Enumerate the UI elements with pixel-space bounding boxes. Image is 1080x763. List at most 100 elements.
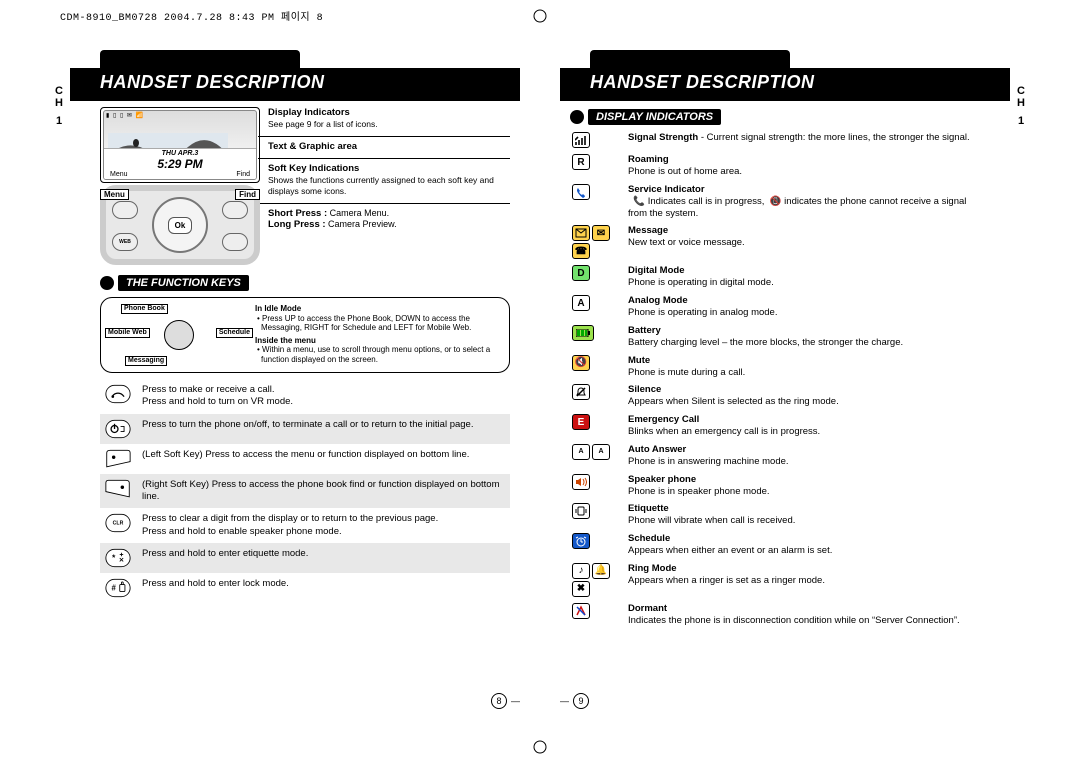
keypad: Menu Find WEB Ok	[100, 185, 260, 265]
tag-mobileweb: Mobile Web	[105, 328, 150, 338]
indicator-row: ♪🔔✖ Ring ModeAppears when a ringer is set…	[570, 560, 980, 600]
indicator-row: 🔇 MutePhone is mute during a call.	[570, 352, 980, 382]
indicator-desc: Service Indicator 📞 Indicates call is in…	[628, 184, 978, 220]
title-block-right: HANDSET DESCRIPTION	[560, 50, 1010, 101]
callout-camera-long-t: Camera Preview.	[326, 219, 397, 229]
indicator-desc: Digital ModePhone is operating in digita…	[628, 265, 978, 289]
camera-key[interactable]	[222, 233, 248, 251]
fn-row: CLR Press to clear a digit from the displ…	[100, 508, 510, 543]
callout-display-h: Display Indicators	[268, 107, 510, 119]
indicator-icon: R	[572, 154, 620, 170]
bullet-icon	[100, 276, 114, 290]
chapter-num: 1	[50, 115, 68, 127]
fn-key-icon: *	[104, 548, 132, 568]
page-number-left: —8—	[491, 693, 520, 709]
indicator-icon	[572, 384, 620, 400]
divider	[258, 136, 510, 137]
callout-camera-short-t: Camera Menu.	[327, 208, 389, 218]
indicator-row: EtiquettePhone will vibrate when call is…	[570, 500, 980, 530]
indicator-icon: ✉☎	[572, 225, 620, 259]
right-softkey[interactable]	[222, 201, 248, 219]
indicator-row: ScheduleAppears when either an event or …	[570, 530, 980, 560]
handset-callouts: Display Indicators See page 9 for a list…	[268, 107, 510, 265]
section-disp-label: DISPLAY INDICATORS	[588, 109, 721, 125]
function-keys-block: Phone Book Mobile Web Schedule Messaging…	[100, 297, 510, 603]
fn-desc: Press and hold to enter lock mode.	[142, 578, 506, 590]
fn-desc: Press to turn the phone on/off, to termi…	[142, 419, 506, 431]
nav-menu-t: • Within a menu, use to scroll through m…	[261, 345, 501, 364]
svg-text:#: #	[111, 584, 116, 593]
indicator-icon	[572, 533, 620, 549]
indicator-desc: Analog ModePhone is operating in analog …	[628, 295, 978, 319]
page-title-left: HANDSET DESCRIPTION	[70, 68, 520, 101]
indicator-desc: EtiquettePhone will vibrate when call is…	[628, 503, 978, 527]
indicator-row: AAAuto AnswerPhone is in answering machi…	[570, 441, 980, 471]
fn-key-icon	[104, 479, 132, 499]
web-key[interactable]: WEB	[112, 233, 138, 251]
fn-row: * Press and hold to enter etiquette mode.	[100, 543, 510, 573]
tag-phonebook: Phone Book	[121, 304, 168, 314]
chapter-c-r: C	[1012, 85, 1030, 97]
indicator-row: Signal Strength - Current signal strengt…	[570, 129, 980, 151]
fn-desc: Press and hold to enter etiquette mode.	[142, 548, 506, 560]
softkey-right: Find	[236, 171, 250, 178]
indicator-desc: SilenceAppears when Silent is selected a…	[628, 384, 978, 408]
indicator-desc: Auto AnswerPhone is in answering machine…	[628, 444, 978, 468]
tag-schedule: Schedule	[216, 328, 253, 338]
fn-desc: (Right Soft Key) Press to access the pho…	[142, 479, 506, 504]
screen-date: THU APR.3	[106, 150, 254, 157]
crop-plus-top	[528, 4, 552, 28]
indicator-desc: ScheduleAppears when either an event or …	[628, 533, 978, 557]
indicator-row: Service Indicator 📞 Indicates call is in…	[570, 181, 980, 223]
page-title-right: HANDSET DESCRIPTION	[560, 68, 1010, 101]
indicator-desc: BatteryBattery charging level – the more…	[628, 325, 978, 349]
indicator-row: AAnalog ModePhone is operating in analog…	[570, 292, 980, 322]
crop-header: CDM-8910_BM0728 2004.7.28 8:43 PM 페이지 8	[60, 8, 323, 24]
page-num-l: 8	[491, 693, 507, 709]
indicator-icon	[572, 603, 620, 619]
fn-key-icon	[104, 449, 132, 469]
phone-screen: ▮ ▯ ▯ ✉ 📶 THU APR.3 5:29 PM Menu Find	[100, 107, 260, 183]
chapter-tab-right: C H 1	[1012, 85, 1030, 127]
chapter-num-r: 1	[1012, 115, 1030, 127]
ok-button[interactable]: Ok	[168, 217, 192, 234]
callout-display-t: See page 9 for a list of icons.	[268, 119, 510, 130]
indicator-row: SilenceAppears when Silent is selected a…	[570, 381, 980, 411]
handset-row: ▮ ▯ ▯ ✉ 📶 THU APR.3 5:29 PM Menu Find	[100, 107, 510, 265]
fn-row: Press to make or receive a call.Press an…	[100, 379, 510, 414]
indicator-row: DormantIndicates the phone is in disconn…	[570, 600, 980, 630]
indicator-desc: MutePhone is mute during a call.	[628, 355, 978, 379]
page-number-right: —9—	[560, 693, 589, 709]
fn-key-icon: CLR	[104, 513, 132, 533]
fn-key-icon	[104, 384, 132, 404]
callout-softkey-h: Soft Key Indications	[268, 163, 510, 175]
bullet-icon-r	[570, 110, 584, 124]
indicator-desc: Signal Strength - Current signal strengt…	[628, 132, 978, 144]
indicator-row: BatteryBattery charging level – the more…	[570, 322, 980, 352]
indicator-icon	[572, 132, 620, 148]
handset-illustration: ▮ ▯ ▯ ✉ 📶 THU APR.3 5:29 PM Menu Find	[100, 107, 260, 265]
nav-menu-h: Inside the menu	[255, 336, 501, 346]
status-icons: ▮ ▯ ▯ ✉ 📶	[104, 111, 256, 120]
softkey-left: Menu	[110, 171, 128, 178]
fn-key-icon	[104, 419, 132, 439]
callout-camera-long-h: Long Press :	[268, 219, 326, 230]
svg-text:CLR: CLR	[113, 521, 124, 527]
indicator-row: RRoamingPhone is out of home area.	[570, 151, 980, 181]
indicator-icon: 🔇	[572, 355, 620, 371]
indicator-desc: Emergency CallBlinks when an emergency c…	[628, 414, 978, 438]
title-block-left: HANDSET DESCRIPTION	[70, 50, 520, 101]
indicator-icon	[572, 184, 620, 200]
fn-desc: Press to clear a digit from the display …	[142, 513, 506, 538]
title-tab-bg	[100, 50, 300, 68]
indicator-desc: Ring ModeAppears when a ringer is set as…	[628, 563, 978, 587]
indicator-icon: ♪🔔✖	[572, 563, 620, 597]
find-label: Find	[235, 189, 260, 200]
fn-row: (Right Soft Key) Press to access the pho…	[100, 474, 510, 509]
indicator-icon: E	[572, 414, 620, 430]
indicator-desc: DormantIndicates the phone is in disconn…	[628, 603, 978, 627]
section-display-indicators: DISPLAY INDICATORS	[570, 109, 1010, 125]
left-softkey[interactable]	[112, 201, 138, 219]
chapter-h-r: H	[1012, 97, 1030, 109]
page-num-r: 9	[573, 693, 589, 709]
